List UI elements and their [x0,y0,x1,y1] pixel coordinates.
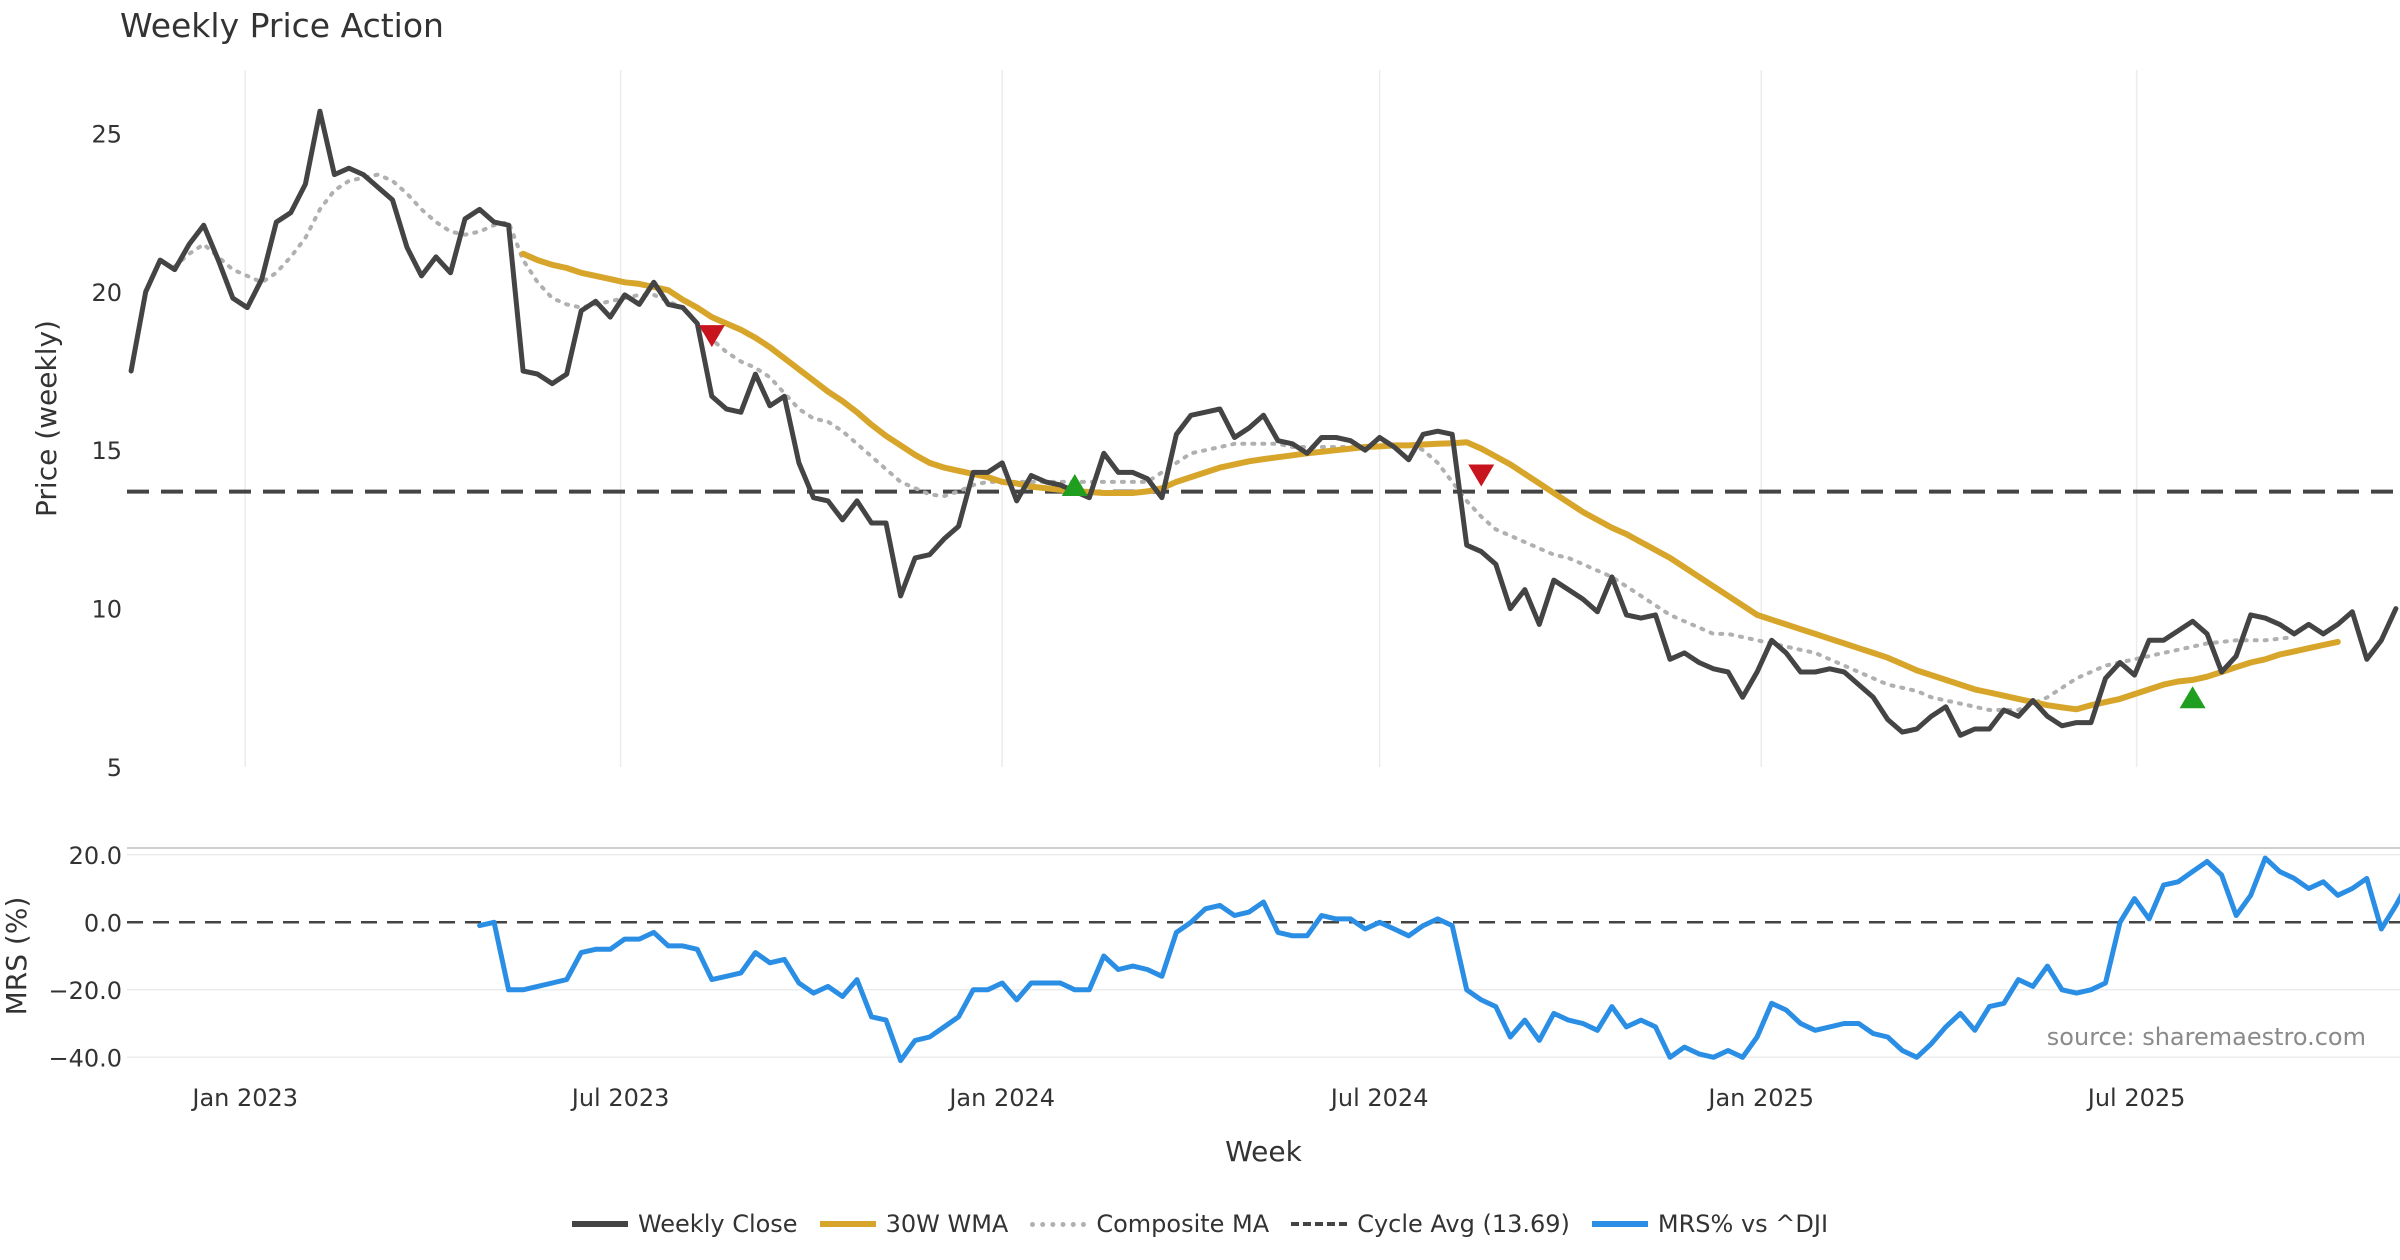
legend-swatch-composite-ma [1030,1221,1087,1227]
x-tick-label: Jan 2025 [1706,1084,1814,1112]
mrs-y-axis-title: MRS (%) [0,897,33,1016]
legend-label: Weekly Close [637,1210,798,1238]
legend-swatch-cycle-avg [1291,1222,1348,1226]
x-tick-label: Jul 2023 [570,1084,670,1112]
grid-layer [127,70,2400,1058]
mrs-line [477,855,2400,1064]
mrs-y-tick-label: −20.0 [48,977,122,1005]
legend-item-mrs[interactable]: MRS% vs ^DJI [1591,1210,1829,1238]
price-y-tick-label: 20 [91,279,122,307]
composite-ma-line [172,172,2297,712]
legend-label: Composite MA [1096,1210,1270,1238]
x-tick-label: Jul 2024 [1329,1084,1429,1112]
sell-signal-marker [1468,464,1495,487]
signal-layer [698,325,2206,709]
legend-item-30w-wma[interactable]: 30W WMA [819,1210,1009,1238]
price-y-tick-label: 25 [91,120,122,148]
x-tick-label: Jan 2023 [190,1084,298,1112]
legend-label: Cycle Avg (13.69) [1357,1210,1570,1238]
price-y-axis-title: Price (weekly) [30,320,63,517]
mrs-y-tick-label: 0.0 [84,909,122,937]
x-tick-label: Jan 2024 [947,1084,1055,1112]
legend-label: MRS% vs ^DJI [1657,1210,1829,1238]
price-y-tick-label: 10 [91,596,122,624]
price-y-tick-label: 15 [91,437,122,465]
legend-item-composite-ma[interactable]: Composite MA [1030,1210,1269,1238]
mrs-y-tick-label: −40.0 [48,1044,122,1072]
legend: Weekly Close 30W WMA Composite MA Cycle … [0,1210,2400,1238]
buy-signal-marker [1061,474,1088,497]
wma-30w-line [520,250,2341,713]
price-y-tick-label: 5 [107,754,122,782]
legend-swatch-mrs [1591,1221,1648,1227]
weekly-close-line [128,108,2399,738]
label-layer: Jan 2023 Jul 2023 Jan 2024 Jul 2024 Jan 2025… [0,120,2366,1168]
legend-swatch-weekly-close [571,1221,628,1227]
legend-label: 30W WMA [885,1210,1009,1238]
buy-signal-marker [2179,686,2206,709]
legend-swatch-30w-wma [819,1221,876,1227]
x-axis-title: Week [1225,1135,1302,1168]
mrs-y-tick-label: 20.0 [69,842,122,870]
legend-item-weekly-close[interactable]: Weekly Close [571,1210,798,1238]
series-layer [127,108,2400,1064]
x-tick-label: Jul 2025 [2086,1084,2186,1112]
legend-item-cycle-avg[interactable]: Cycle Avg (13.69) [1291,1210,1570,1238]
sell-signal-marker [698,325,725,348]
chart-title: Weekly Price Action [120,6,444,45]
source-note: source: sharemaestro.com [2047,1023,2366,1051]
